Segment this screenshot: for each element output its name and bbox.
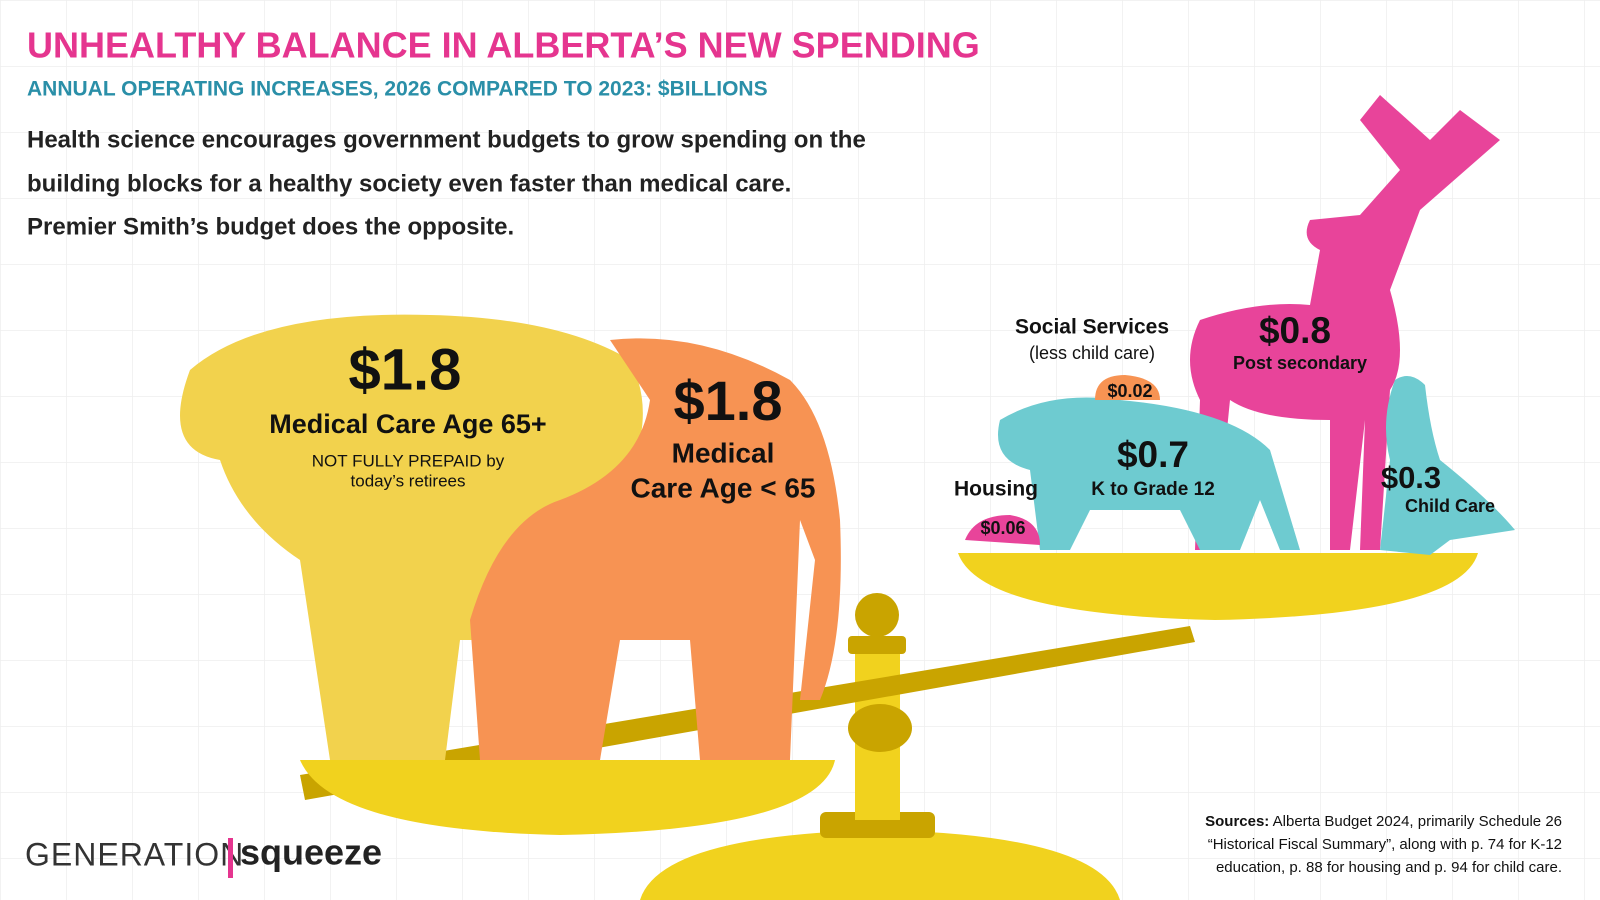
label: Care Age < 65 [631, 472, 816, 503]
logo-right: squeeze [240, 832, 382, 873]
note: today’s retirees [351, 471, 466, 490]
amount: $0.8 [1259, 310, 1331, 351]
amount: $0.06 [980, 518, 1025, 538]
sources-text: Alberta Budget 2024, primarily Schedule … [1273, 813, 1562, 830]
subtitle: ANNUAL OPERATING INCREASES, 2026 COMPARE… [27, 78, 768, 101]
sources-line: education, p. 88 for housing and p. 94 f… [1216, 859, 1562, 876]
amount: $0.02 [1107, 381, 1152, 401]
intro-line: Premier Smith’s budget does the opposite… [27, 213, 514, 240]
amount: $1.8 [674, 369, 783, 432]
intro-line: Health science encourages government bud… [27, 126, 866, 153]
label: K to Grade 12 [1091, 479, 1215, 500]
logo-left: GENERATION [25, 836, 244, 872]
label: Child Care [1405, 496, 1495, 516]
label: Housing [954, 478, 1038, 501]
label: Post secondary [1233, 353, 1367, 373]
note: (less child care) [1029, 343, 1155, 363]
logo: GENERATION squeeze [25, 832, 382, 878]
title: UNHEALTHY BALANCE IN ALBERTA’S NEW SPEND… [27, 25, 980, 66]
amount: $1.8 [349, 337, 462, 402]
sources-heading: Sources: [1205, 813, 1269, 830]
label: Medical Care Age 65+ [269, 409, 546, 439]
amount: $0.7 [1117, 434, 1189, 475]
intro-line: building blocks for a healthy society ev… [27, 170, 791, 197]
amount: $0.3 [1381, 460, 1441, 495]
animal-icons [965, 95, 1515, 555]
label: Social Services [1015, 316, 1169, 339]
note: NOT FULLY PREPAID by [312, 451, 505, 470]
elephant-icons [180, 314, 841, 760]
sources-line: Sources: Alberta Budget 2024, primarily … [1205, 813, 1562, 830]
label: Medical [672, 437, 775, 468]
sources-line: “Historical Fiscal Summary”, along with … [1208, 836, 1562, 853]
